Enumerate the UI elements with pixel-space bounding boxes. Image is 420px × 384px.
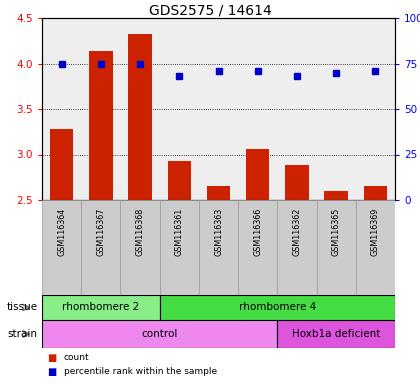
Text: control: control	[142, 329, 178, 339]
Text: GSM116368: GSM116368	[136, 208, 144, 256]
Bar	[277, 320, 395, 348]
Bar	[81, 200, 121, 295]
Text: GSM116361: GSM116361	[175, 208, 184, 256]
Text: ■: ■	[47, 353, 56, 363]
Text: GDS2575 / 14614: GDS2575 / 14614	[149, 3, 271, 17]
Text: GSM116369: GSM116369	[371, 208, 380, 256]
Text: Hoxb1a deficient: Hoxb1a deficient	[292, 329, 381, 339]
Text: GSM116367: GSM116367	[96, 208, 105, 256]
Bar	[160, 200, 199, 295]
Text: rhombomere 2: rhombomere 2	[62, 303, 139, 313]
Bar	[128, 35, 152, 200]
Text: strain: strain	[7, 329, 37, 339]
Text: GSM116363: GSM116363	[214, 208, 223, 256]
Bar	[168, 161, 191, 200]
Text: rhombomere 4: rhombomere 4	[239, 303, 316, 313]
Bar	[50, 129, 74, 200]
Bar	[246, 149, 270, 200]
Bar	[89, 51, 113, 200]
Bar	[160, 295, 395, 320]
Bar	[42, 320, 277, 348]
Text: tissue: tissue	[7, 303, 38, 313]
Bar	[364, 186, 387, 200]
Bar	[238, 200, 277, 295]
Text: count: count	[64, 354, 89, 362]
Bar	[317, 200, 356, 295]
Bar	[277, 200, 317, 295]
Bar	[42, 200, 81, 295]
Text: GSM116362: GSM116362	[292, 208, 302, 256]
Text: GSM116366: GSM116366	[253, 208, 262, 256]
Bar	[121, 200, 160, 295]
Bar	[207, 186, 230, 200]
Bar	[285, 166, 309, 200]
Bar	[324, 191, 348, 200]
Bar	[42, 295, 160, 320]
Text: GSM116365: GSM116365	[332, 208, 341, 256]
Text: GSM116364: GSM116364	[57, 208, 66, 256]
Bar	[199, 200, 238, 295]
Text: percentile rank within the sample: percentile rank within the sample	[64, 367, 217, 376]
Text: ■: ■	[47, 367, 56, 377]
Bar	[356, 200, 395, 295]
